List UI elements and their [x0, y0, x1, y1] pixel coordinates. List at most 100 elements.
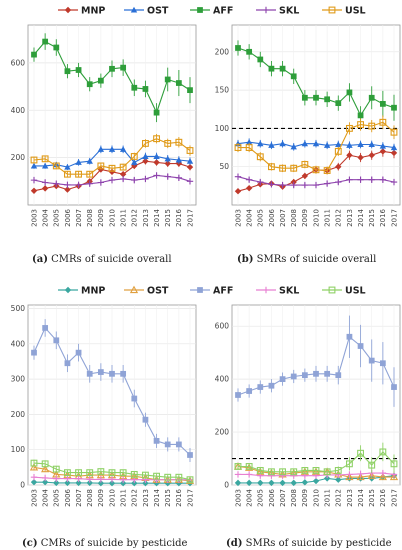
- data-point: [323, 468, 331, 476]
- data-point: [119, 476, 127, 483]
- data-point: [301, 160, 309, 168]
- data-point: [345, 460, 353, 468]
- y-tick-label: 500: [11, 304, 26, 313]
- data-point: [119, 163, 127, 171]
- legend-label: AFF: [213, 6, 233, 17]
- data-point: [64, 475, 71, 482]
- data-point: [356, 472, 365, 481]
- data-point: [357, 470, 364, 478]
- data-point: [389, 472, 399, 481]
- data-point: [345, 472, 354, 481]
- data-point: [86, 479, 93, 487]
- series-aff: [31, 33, 193, 123]
- data-point: [379, 176, 387, 183]
- y-tick-label: 300: [11, 375, 26, 384]
- x-tick-label: 2016: [379, 208, 387, 226]
- legend-item-mnp: MNP: [58, 6, 105, 17]
- data-point: [391, 384, 397, 390]
- data-point: [75, 170, 83, 178]
- data-point: [175, 473, 183, 481]
- data-point: [164, 76, 171, 83]
- data-point: [186, 147, 194, 154]
- data-point: [108, 469, 116, 477]
- data-point: [301, 172, 309, 180]
- data-point: [97, 77, 104, 84]
- legend-item-ost: OST: [124, 6, 169, 17]
- data-point: [108, 164, 116, 172]
- data-point: [235, 45, 241, 51]
- caption-a: (a) CMRs of suicide overall: [32, 254, 172, 265]
- x-tick-label: 2008: [290, 489, 298, 507]
- data-point: [186, 163, 194, 171]
- data-point: [86, 81, 93, 88]
- data-point: [290, 164, 298, 172]
- data-point: [109, 65, 115, 72]
- data-point: [312, 477, 320, 485]
- data-point: [368, 152, 375, 159]
- data-point: [64, 479, 71, 487]
- legend-label: MNP: [81, 6, 105, 17]
- x-tick-label: 2012: [335, 209, 343, 227]
- x-tick-label: 2006: [64, 488, 72, 506]
- x-tick-label: 2012: [131, 489, 139, 507]
- data-point: [357, 141, 364, 148]
- data-point: [334, 467, 342, 474]
- legend-marker: [197, 287, 203, 293]
- x-tick-label: 2015: [368, 489, 376, 507]
- data-point: [368, 141, 375, 148]
- data-point: [323, 142, 331, 148]
- data-point: [75, 469, 83, 477]
- legend-marker: [328, 6, 336, 14]
- data-point: [279, 376, 286, 382]
- data-point: [30, 176, 38, 184]
- series-mnp: [30, 478, 194, 487]
- legend-marker: [262, 6, 270, 14]
- data-point: [42, 38, 49, 45]
- x-tick-label: 2014: [153, 488, 161, 506]
- x-tick-label: 2011: [324, 209, 332, 227]
- data-point: [279, 164, 287, 172]
- data-point: [120, 370, 127, 377]
- data-point: [108, 168, 116, 176]
- legend-label: USL: [345, 6, 366, 17]
- data-point: [235, 392, 241, 398]
- data-point: [234, 479, 242, 487]
- data-point: [324, 96, 331, 103]
- x-tick-label: 2007: [75, 209, 83, 227]
- data-point: [345, 124, 353, 132]
- y-tick-label: 100: [11, 445, 26, 454]
- data-point: [379, 360, 386, 367]
- data-point: [97, 476, 105, 483]
- data-point: [390, 144, 398, 151]
- x-tick-label: 2007: [279, 209, 287, 227]
- data-point: [75, 159, 82, 165]
- data-point: [379, 118, 387, 126]
- y-tick-label: 150: [215, 86, 230, 95]
- data-point: [379, 448, 387, 456]
- data-point: [186, 476, 194, 484]
- data-point: [234, 463, 242, 470]
- data-point: [290, 468, 298, 476]
- data-point: [75, 349, 82, 356]
- data-point: [368, 461, 376, 469]
- data-point: [41, 464, 50, 473]
- data-point: [41, 179, 49, 186]
- data-point: [108, 176, 116, 184]
- data-point: [234, 471, 242, 478]
- legend-item-mnp: MNP: [58, 286, 105, 297]
- data-point: [53, 479, 60, 487]
- data-point: [301, 479, 309, 486]
- legend-marker: [64, 6, 72, 14]
- data-point: [267, 468, 275, 476]
- x-tick-label: 2013: [346, 209, 354, 227]
- data-point: [119, 480, 127, 487]
- data-point: [130, 153, 138, 160]
- data-point: [153, 153, 160, 160]
- data-point: [279, 479, 286, 487]
- x-tick-label: 2005: [53, 209, 61, 227]
- series-skl: [234, 173, 398, 189]
- legend-marker: [129, 285, 139, 294]
- data-point: [313, 94, 319, 101]
- data-point: [313, 370, 319, 377]
